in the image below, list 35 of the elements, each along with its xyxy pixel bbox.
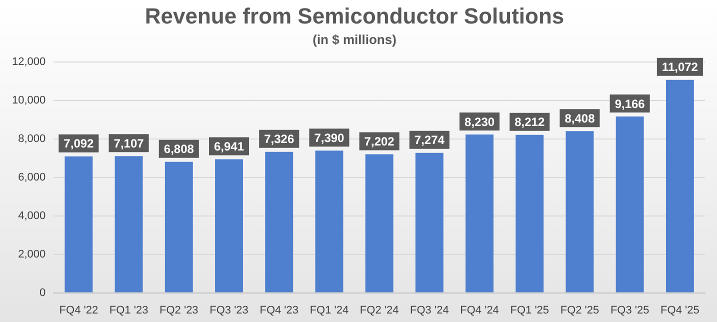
data-label: 7,107 [114,136,144,150]
y-tick-label: 0 [40,286,46,299]
x-tick-label: FQ1 '23 [109,304,148,316]
x-tick-label: FQ4 '22 [59,304,98,316]
y-tick-label: 12,000 [12,56,46,68]
y-tick-label: 4,000 [18,210,46,222]
x-tick-label: FQ3 '25 [610,304,650,316]
data-label: 7,092 [64,136,94,151]
data-label: 8,408 [564,111,596,126]
x-tick-label: FQ1 '25 [510,304,550,316]
x-tick-label: FQ3 '24 [410,304,449,316]
x-tick-label: FQ4 '25 [660,304,700,316]
x-tick-label: FQ4 '23 [260,304,299,316]
x-tick-label: FQ2 '24 [360,304,399,316]
data-label: 8,230 [464,114,495,129]
y-tick-label: 6,000 [18,171,46,184]
chart-subtitle: (in $ millions) [312,32,396,47]
data-label: 8,212 [514,115,545,130]
data-label: 7,202 [364,134,395,149]
chart-title: Revenue from Semiconductor Solutions [144,3,564,28]
x-tick-label: FQ4 '24 [460,304,499,316]
y-tick-label: 10,000 [12,94,46,106]
data-label: 9,166 [614,96,646,111]
x-tick-label: FQ2 '23 [160,304,198,316]
data-label: 6,941 [214,140,244,154]
x-tick-label: FQ3 '23 [210,304,248,316]
x-tick-label: FQ1 '24 [310,304,349,316]
x-tick-label: FQ2 '25 [560,304,600,316]
data-label: 11,072 [662,60,698,74]
y-tick-label: 2,000 [18,248,46,260]
data-label: 7,274 [414,133,445,148]
data-label: 6,808 [164,142,194,156]
y-tick-label: 8,000 [18,132,46,145]
data-label: 7,390 [314,130,345,145]
data-label: 7,326 [264,132,294,146]
